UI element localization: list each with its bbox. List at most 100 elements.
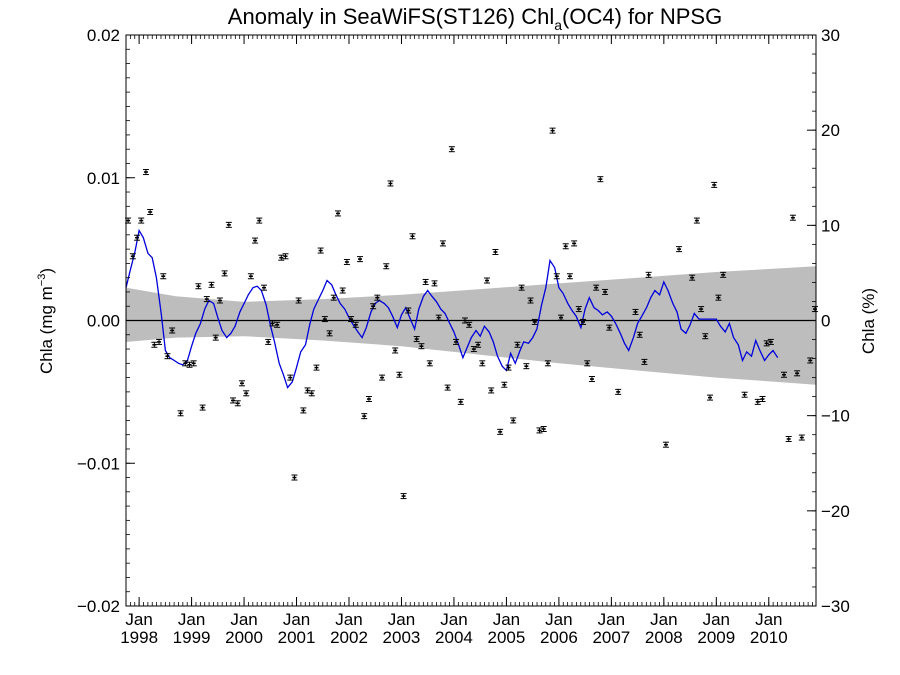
y-left-tick-label: 0.01: [87, 169, 120, 188]
data-point: [785, 435, 792, 442]
anomaly-line: [125, 228, 779, 389]
data-point: [396, 371, 403, 378]
data-point: [252, 237, 259, 244]
data-point: [418, 343, 425, 350]
data-point: [230, 397, 237, 404]
y-left-tick-label: 0.00: [87, 312, 120, 331]
data-point: [151, 341, 158, 348]
data-point: [702, 333, 709, 340]
x-tick-month-label: Jan: [178, 610, 205, 629]
data-point: [707, 394, 714, 401]
y-left-tick-label: 0.02: [87, 26, 120, 45]
data-point: [763, 340, 770, 347]
data-point: [475, 341, 482, 348]
data-point: [409, 233, 416, 240]
data-point: [549, 127, 556, 134]
data-point: [221, 270, 228, 277]
data-point: [343, 258, 350, 265]
data-point: [225, 221, 232, 228]
chart-title-subscript: a: [554, 17, 562, 33]
x-tick-month-label: Jan: [388, 610, 415, 629]
data-point: [435, 314, 442, 321]
data-point: [365, 396, 372, 403]
data-point: [321, 316, 328, 323]
x-tick-year-label: 2009: [697, 628, 735, 647]
x-tick-year-label: 2004: [435, 628, 473, 647]
chart-title: Anomaly in SeaWiFS(ST126) Chla(OC4) for …: [228, 4, 722, 33]
data-point: [317, 247, 324, 254]
y-axis-left-label-sup: −3: [36, 274, 48, 287]
x-tick-year-label: 2003: [383, 628, 421, 647]
data-point: [544, 360, 551, 367]
data-point: [234, 400, 241, 407]
data-point: [164, 353, 171, 360]
data-point: [243, 390, 250, 397]
data-point: [348, 316, 355, 323]
data-point: [134, 234, 141, 241]
data-point: [780, 371, 787, 378]
axes-layer: [125, 34, 817, 607]
data-point: [448, 146, 455, 153]
y-left-tick-label: −0.02: [77, 597, 120, 616]
data-points-layer: [125, 127, 818, 500]
data-point: [461, 317, 468, 324]
data-point: [789, 214, 796, 221]
data-point: [523, 363, 530, 370]
data-point: [295, 297, 302, 304]
data-point: [711, 181, 718, 188]
data-point: [278, 254, 285, 261]
chart-title-rest: (OC4) for NPSG: [562, 4, 722, 29]
data-point: [212, 334, 219, 341]
data-point: [562, 243, 569, 250]
data-point: [413, 336, 420, 343]
y-axis-left-label-close: ): [37, 268, 56, 274]
x-tick-month-label: Jan: [545, 610, 572, 629]
x-tick-month-label: Jan: [598, 610, 625, 629]
data-point: [426, 360, 433, 367]
y-axis-left-label-main: Chla (mg m: [37, 286, 56, 374]
y-right-tick-label: −30: [821, 597, 850, 616]
data-point: [444, 384, 451, 391]
data-point: [405, 307, 412, 314]
x-tick-month-label: Jan: [703, 610, 730, 629]
data-point: [156, 338, 163, 345]
y-right-tick-label: 0: [821, 312, 830, 331]
data-point: [216, 297, 223, 304]
data-point: [422, 278, 429, 285]
data-point: [606, 324, 613, 331]
data-point: [741, 391, 748, 398]
data-point: [431, 280, 438, 287]
data-point: [484, 277, 491, 284]
data-point: [566, 273, 573, 280]
data-point: [807, 357, 814, 364]
data-point: [334, 210, 341, 217]
y-right-tick-label: −20: [821, 502, 850, 521]
data-point: [339, 287, 346, 294]
y-right-tick-label: 10: [821, 216, 840, 235]
data-point: [492, 248, 499, 255]
data-point: [308, 390, 315, 397]
data-point: [287, 374, 294, 381]
data-point: [374, 294, 381, 301]
data-point: [798, 434, 805, 441]
x-tick-year-label: 2005: [488, 628, 526, 647]
data-point: [282, 253, 289, 260]
data-point: [203, 296, 210, 303]
y-axis-left-label: Chla (mg m−3): [36, 268, 56, 374]
data-point: [195, 283, 202, 290]
data-point: [357, 256, 364, 263]
data-point: [641, 358, 648, 365]
data-point: [636, 331, 643, 338]
data-point: [645, 271, 652, 278]
data-point: [588, 376, 595, 383]
data-point: [676, 246, 683, 253]
data-point: [400, 493, 407, 500]
data-point: [720, 271, 727, 278]
data-point: [536, 427, 543, 434]
data-point: [466, 321, 473, 328]
data-point: [387, 180, 394, 187]
x-tick-year-label: 1998: [120, 628, 158, 647]
data-point: [247, 273, 254, 280]
x-tick-month-label: Jan: [230, 610, 257, 629]
x-tick-month-label: Jan: [755, 610, 782, 629]
